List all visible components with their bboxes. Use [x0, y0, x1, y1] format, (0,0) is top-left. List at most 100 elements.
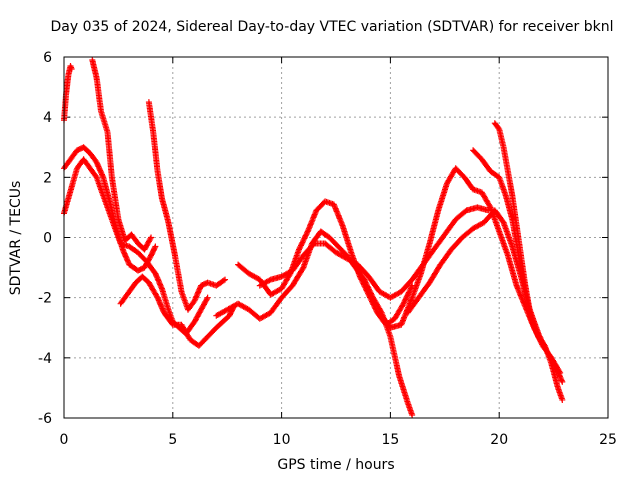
data-point-markers [304, 208, 319, 235]
y-tick-label: -6 [38, 411, 52, 427]
data-point-markers [278, 268, 295, 280]
data-point-markers [219, 313, 232, 325]
data-point-markers [69, 166, 80, 187]
data-point-markers [426, 208, 441, 247]
data-point-markers [391, 302, 406, 322]
data-point-markers [98, 186, 110, 209]
chart-title: Day 035 of 2024, Sidereal Day-to-day VTE… [51, 19, 614, 35]
data-point-markers [161, 309, 175, 327]
y-tick-label: -4 [38, 351, 52, 367]
data-point-markers [63, 73, 72, 97]
data-point-markers [415, 280, 432, 301]
x-tick-label: 20 [490, 432, 508, 448]
x-tick-label: 10 [273, 432, 291, 448]
data-point-markers [93, 159, 106, 179]
data-point-markers [496, 228, 511, 257]
y-tick-label: 2 [43, 170, 52, 186]
data-point-markers [213, 319, 225, 331]
x-tick-label: 15 [381, 432, 399, 448]
data-point-markers [487, 168, 501, 180]
data-point-markers [496, 126, 507, 149]
data-point-markers [198, 296, 210, 313]
data-point-markers [400, 284, 415, 307]
data-layer [61, 57, 566, 418]
data-point-markers [444, 166, 458, 187]
data-point-markers [80, 156, 93, 170]
data-point-markers [343, 255, 360, 267]
data-point-marker [409, 411, 416, 418]
y-tick-label: 4 [43, 110, 52, 126]
data-point-markers [333, 249, 349, 261]
data-point-markers [145, 279, 160, 300]
x-tick-label: 25 [599, 432, 617, 448]
data-point-markers [124, 280, 138, 298]
x-tick-label: 5 [168, 432, 177, 448]
data-point-markers [128, 231, 141, 246]
data-point-markers [452, 208, 469, 223]
data-point-markers [478, 189, 493, 209]
y-tick-label: 6 [43, 50, 52, 66]
data-point-markers [65, 181, 76, 202]
data-point-markers [541, 342, 554, 366]
data-point-markers [104, 129, 115, 179]
series-track-6 [145, 99, 229, 313]
data-point-marker [559, 396, 566, 403]
data-point-markers [67, 63, 75, 71]
data-point-markers [235, 300, 251, 312]
data-point-markers [548, 360, 561, 390]
data-point-markers [119, 246, 132, 267]
series-track-2 [61, 144, 159, 274]
data-point-markers [145, 99, 156, 134]
data-point-markers [158, 195, 171, 224]
data-point-markers [93, 75, 104, 113]
data-point-marker [535, 330, 542, 337]
data-point-markers [204, 325, 219, 340]
data-point-markers [535, 333, 547, 348]
data-point-markers [335, 243, 349, 258]
data-point-markers [67, 148, 80, 163]
data-point-markers [513, 282, 528, 309]
data-point-markers [504, 252, 520, 288]
data-point-markers [172, 252, 185, 294]
data-point-markers [398, 277, 415, 295]
data-point-markers [300, 241, 317, 259]
data-point-markers [191, 284, 204, 304]
data-point-markers [178, 321, 193, 342]
data-point-markers [522, 282, 533, 312]
data-point-markers [278, 272, 293, 292]
data-point-markers [354, 261, 371, 279]
data-point-markers [246, 270, 262, 282]
data-point-markers [289, 253, 306, 274]
data-point-markers [139, 273, 151, 285]
data-point-markers [191, 308, 204, 325]
data-point-markers [441, 217, 458, 238]
data-point-markers [417, 242, 433, 277]
data-point-markers [115, 216, 128, 242]
tick-layer: 0 5 10 15 20 25 -6 -4 -2 0 2 4 6 [38, 50, 617, 448]
data-point-markers [213, 277, 227, 289]
data-point-markers [326, 234, 341, 249]
series-track-13 [491, 120, 542, 337]
data-point-markers [426, 262, 443, 286]
data-point-markers [461, 174, 476, 192]
y-tick-label: 0 [43, 231, 52, 247]
data-point-markers [117, 292, 130, 307]
data-point-markers [496, 174, 509, 197]
data-point-markers [376, 309, 393, 330]
data-point-markers [98, 108, 111, 134]
data-point-markers [470, 147, 484, 162]
data-point-markers [452, 165, 467, 180]
data-point-markers [430, 232, 447, 253]
data-point-markers [322, 240, 338, 255]
series-track-4 [89, 57, 155, 253]
data-point-markers [481, 208, 497, 226]
data-point-markers [491, 120, 502, 131]
data-point-markers [409, 272, 424, 301]
y-axis-label: SDTVAR / TECUs [8, 181, 24, 296]
data-point-markers [154, 294, 167, 315]
data-point-markers [387, 289, 403, 301]
data-point-markers [213, 307, 229, 319]
data-point-markers [396, 372, 411, 405]
